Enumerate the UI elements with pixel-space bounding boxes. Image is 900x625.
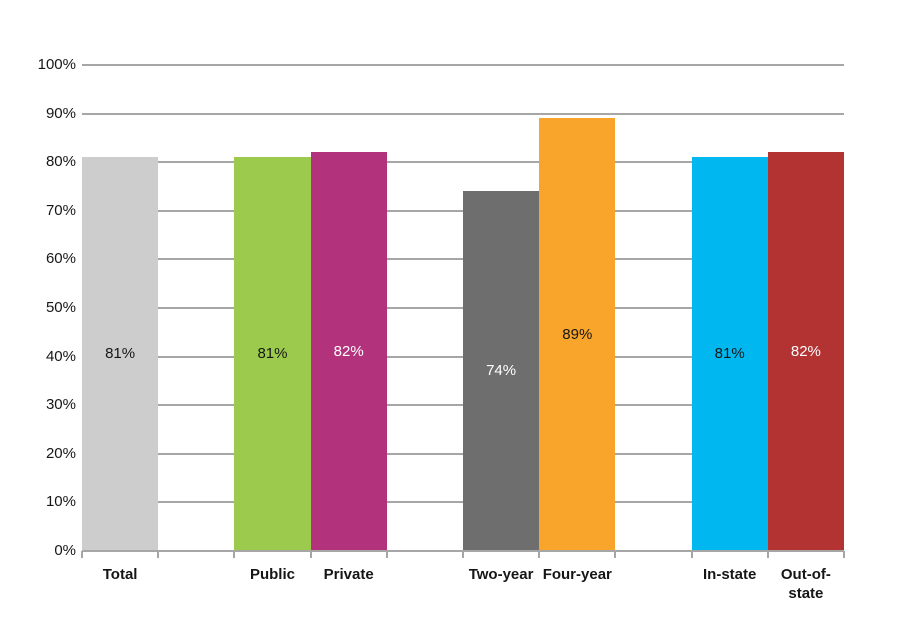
x-axis-category-label: Total: [102, 566, 138, 583]
y-axis-tick-label: 30%: [45, 396, 76, 414]
x-axis-category-label: Four-year: [542, 566, 612, 583]
x-axis-category-label: In-state: [703, 566, 757, 583]
bar-value-label: 82%: [333, 342, 364, 360]
y-axis-tick-label: 40%: [45, 347, 76, 365]
bar-private: [310, 152, 387, 551]
bar-four-year: [539, 118, 616, 551]
bar-total: [82, 157, 159, 551]
x-axis-tick-mark: [462, 551, 464, 558]
bar-two-year: [463, 191, 540, 551]
x-axis-tick-mark: [690, 551, 693, 558]
bar-out-of-state: [767, 152, 844, 551]
x-axis-tick-mark: [81, 551, 83, 558]
x-axis-category-label: Private: [323, 566, 374, 583]
y-axis-tick-label: 20%: [45, 444, 76, 462]
bar-in-state: [691, 157, 768, 551]
bar-value-label: 82%: [790, 342, 821, 360]
gridline: [82, 161, 844, 164]
y-axis-tick-label: 80%: [45, 153, 76, 171]
gridline: [82, 64, 844, 66]
y-axis-tick-label: 90%: [45, 104, 76, 122]
bar-value-label: 89%: [562, 325, 593, 343]
y-axis-tick-label: 10%: [45, 493, 76, 511]
x-axis-tick-mark: [766, 551, 769, 558]
x-axis-tick-mark: [385, 551, 388, 558]
bar-value-label: 74%: [486, 362, 517, 380]
bar-value-label: 81%: [105, 345, 136, 363]
x-axis-category-label: Public: [249, 566, 295, 583]
gridline: [82, 112, 844, 115]
x-axis-tick-mark: [614, 551, 617, 558]
x-axis-tick-mark: [843, 551, 845, 558]
x-axis-tick-mark: [309, 551, 312, 558]
y-axis-tick-label: 100%: [37, 56, 76, 73]
bar-public: [234, 157, 311, 551]
bar-value-label: 81%: [257, 345, 288, 363]
y-axis-tick-label: 0%: [54, 542, 76, 559]
y-axis-tick-label: 70%: [45, 201, 76, 219]
y-axis-tick-label: 50%: [45, 299, 76, 316]
x-axis-category-label: Out-of-state: [780, 566, 831, 602]
y-axis-tick-label: 60%: [45, 250, 76, 268]
x-axis-tick-mark: [538, 551, 541, 558]
x-axis-tick-mark: [233, 551, 236, 558]
bar-value-label: 81%: [714, 345, 745, 363]
x-axis-category-label: Two-year: [468, 566, 534, 583]
x-axis-tick-mark: [157, 551, 160, 558]
